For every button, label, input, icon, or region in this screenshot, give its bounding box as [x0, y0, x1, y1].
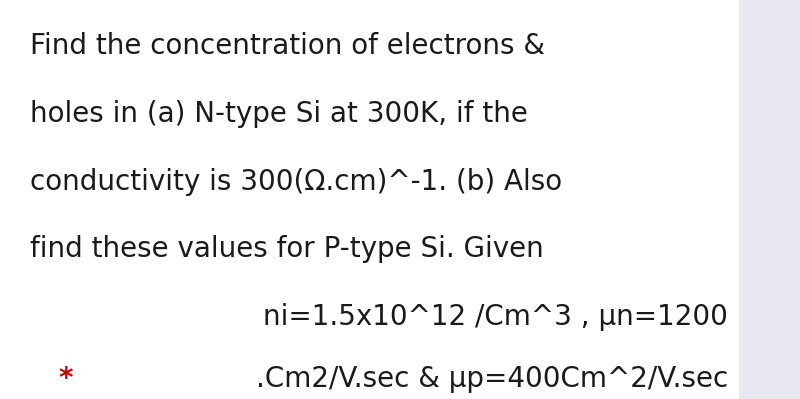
Bar [739, 0, 800, 399]
Text: Find the concentration of electrons &: Find the concentration of electrons & [30, 32, 546, 60]
Text: *: * [58, 365, 73, 393]
Text: conductivity is 300(Ω.cm)^-1. (b) Also: conductivity is 300(Ω.cm)^-1. (b) Also [30, 168, 562, 196]
Text: .Cm2/V.sec & μp=400Cm^2/V.sec: .Cm2/V.sec & μp=400Cm^2/V.sec [256, 365, 728, 393]
Text: holes in (a) N-type Si at 300K, if the: holes in (a) N-type Si at 300K, if the [30, 100, 528, 128]
Text: find these values for P-type Si. Given: find these values for P-type Si. Given [30, 235, 544, 263]
Text: ni=1.5x10^12 /Cm^3 , μn=1200: ni=1.5x10^12 /Cm^3 , μn=1200 [263, 303, 728, 331]
